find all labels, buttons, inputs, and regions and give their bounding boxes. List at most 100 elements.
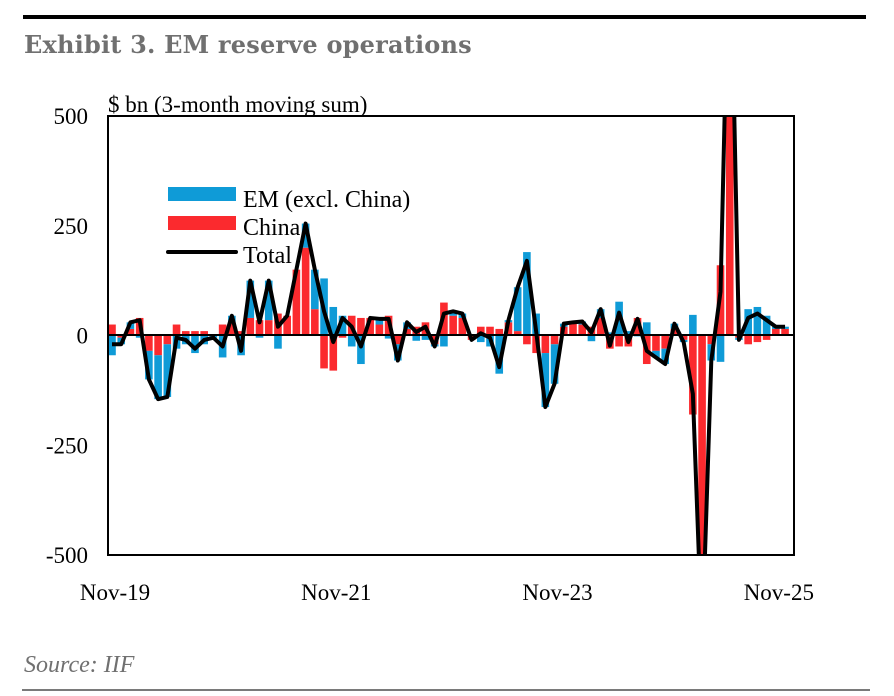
bar-em [606,332,614,336]
bar-china [311,309,319,336]
bar-em [440,335,448,347]
bar-china [781,328,789,336]
bar-china [403,328,411,336]
bar-em [449,311,457,316]
bar-china [486,326,494,336]
y-tick-label: 0 [77,324,89,349]
bar-em [163,344,172,397]
bar-china [477,326,485,336]
bar-china [725,116,734,336]
bar-em [375,318,384,325]
bar-china [329,335,338,371]
bar-em [689,314,697,336]
bar-china [172,324,181,336]
bar-china [163,335,172,345]
bar-china [366,317,374,336]
bar-china [744,335,752,345]
y-axis-label: $ bn (3-month moving sum) [108,92,367,117]
bar-em [347,335,356,347]
bar-em [191,335,199,354]
bar-em [246,280,255,318]
bar-em [587,335,596,342]
bar-china [292,269,301,336]
bar-china [145,335,153,351]
bar-china [255,320,264,336]
bar-china [615,335,623,347]
bar-em [311,269,319,310]
bar-china [357,317,365,336]
bar-china [375,324,384,336]
bar-china [762,335,771,340]
y-tick-label: -500 [46,543,88,568]
bar-china [108,324,116,336]
bar-em [477,335,485,343]
bar-em [357,335,365,365]
bar-china [458,317,467,336]
bar-china [237,331,245,336]
y-tick-label: 500 [54,104,89,129]
bar-em [145,350,153,380]
bar-china [394,335,402,345]
bar-em [338,315,347,336]
bar-china [338,335,347,338]
x-tick-label: Nov-21 [301,580,371,605]
bar-china [218,324,227,336]
legend: EM (excl. China) China Total [166,187,410,269]
bar-china [154,335,162,356]
bar-china [523,335,531,345]
bar-china [228,322,236,336]
bar-em [421,335,430,340]
bar-em [412,335,421,341]
bar-em [523,252,531,336]
bar-em [762,315,771,336]
bar-em [652,350,660,358]
bar-em [753,306,762,336]
bar-em [624,331,633,336]
bar-em [541,353,550,408]
y-tick-label: 250 [54,214,89,239]
x-tick-label: Nov-23 [522,580,592,605]
bar-china [495,328,504,336]
bar-china [126,328,135,336]
bar-em [135,335,144,338]
y-tick-label: -250 [46,433,88,458]
bar-china [513,331,522,336]
bar-china [578,324,587,336]
bar-em [301,223,310,248]
bar-china [698,335,706,555]
x-tick-label: Nov-19 [80,580,150,605]
series-line-total [112,116,786,555]
bar-china [191,331,199,336]
bar-china [661,335,669,349]
bar-em [255,335,264,338]
bar-china [569,322,577,336]
bar-em [264,280,273,321]
bar-em [550,344,559,384]
bar-em [513,287,522,332]
bar-china [301,247,310,336]
legend-swatch-em [168,187,236,201]
bar-china [246,317,255,336]
top-rule [23,15,866,19]
bar-em [329,306,338,336]
bar-china [200,331,208,336]
bar-china [117,335,126,338]
bar-em [384,335,393,339]
chart-title: Exhibit 3. EM reserve operations [24,30,472,59]
bar-em [495,335,504,374]
source-note: Source: IIF [24,652,135,678]
bar-china [753,335,762,343]
plot-frame [107,115,795,556]
legend-swatch-china [168,216,236,230]
bar-em [642,322,651,336]
bottom-rule [22,689,870,691]
bar-china [689,335,697,415]
bar-em [274,335,282,349]
bar-china [707,335,716,345]
bar-china [320,335,328,369]
bar-em [154,355,162,400]
bar-china [772,328,780,336]
bar-china [283,315,291,336]
x-tick-label: Nov-25 [744,580,814,605]
